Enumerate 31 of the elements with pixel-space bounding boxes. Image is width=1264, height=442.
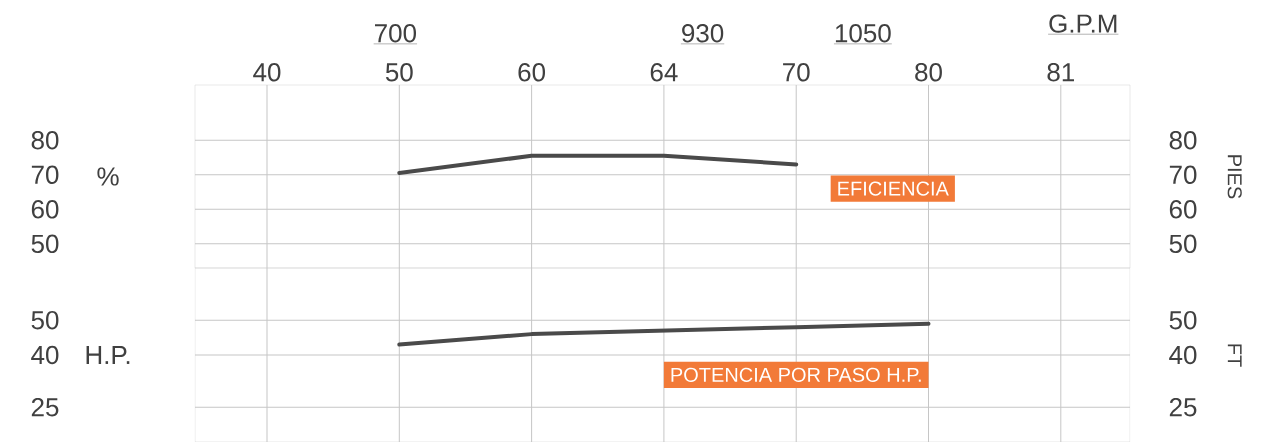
y2-tick-label: 60 [1169,200,1197,219]
y2-tick-label: 80 [1169,131,1197,150]
x-tick-label: 81 [1047,63,1074,82]
y-tick-label: 70 [31,165,59,184]
series-label: POTENCIA POR PASO H.P. [671,367,921,382]
text: EFICIENCIA [838,181,949,196]
x2-tick-label: 1050 [835,24,891,43]
y-tick-label: 40 [31,345,59,365]
x-tick-label: 64 [650,63,678,82]
y-tick-label: 25 [31,397,59,417]
y-tick-label: 60 [31,200,59,219]
y2-tick-label: 50 [1169,234,1197,254]
y2-axis-title: FT [1227,344,1242,367]
x2-axis-title: G.P.M [1049,14,1117,33]
x-tick-label: 80 [915,63,942,82]
x-tick-label: 50 [385,63,413,82]
x-tick-label: 40 [253,63,281,82]
y2-tick-label: 25 [1169,397,1197,417]
y2-tick-label: 50 [1169,310,1197,330]
x2-tick-label: 930 [682,24,724,43]
y-axis-title: H.P. [86,346,130,364]
y-axis-title: % [97,167,119,186]
x-tick-label: 70 [783,63,810,82]
y-tick-label: 80 [31,131,59,150]
y2-tick-label: 70 [1169,165,1197,184]
y-tick-label: 50 [31,310,59,330]
x-tick-label: 60 [518,63,546,82]
y2-tick-label: 40 [1169,345,1197,365]
y2-axis-title: PIES [1227,155,1242,199]
y-tick-label: 50 [31,234,59,254]
x2-tick-label: 700 [375,24,417,43]
